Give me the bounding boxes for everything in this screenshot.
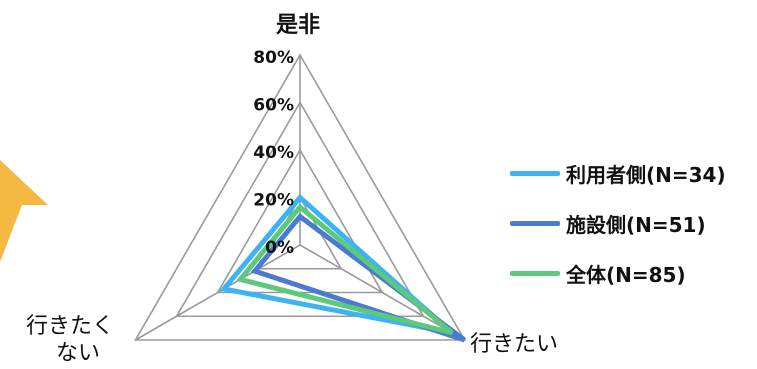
radar-axis-labels: 是非 行きたい 行きたく ない (26, 13, 558, 366)
tick-label: 0% (265, 238, 294, 258)
tick-label: 60% (253, 96, 294, 116)
series-polygon (219, 193, 461, 338)
legend-label: 全体(N=85) (566, 262, 686, 287)
orange-arrow-shape (0, 160, 48, 262)
legend-swatch (510, 170, 560, 176)
radar-spokes (135, 55, 465, 341)
radar-series (219, 193, 467, 343)
axis-label-right: 行きたい (470, 332, 558, 357)
legend-swatch (510, 220, 560, 226)
radar-tick-labels: 0% 20% 40% 60% 80% (253, 48, 294, 258)
axis-label-left-line2: ない (56, 341, 100, 366)
axis-label-top: 是非 (276, 13, 320, 38)
legend-item: 施設側(N=51) (510, 198, 726, 248)
legend-label: 利用者側(N=34) (566, 162, 726, 187)
grid-spoke (299, 244, 465, 341)
grid-ring (175, 100, 425, 318)
series-polygon (235, 203, 454, 336)
tick-label: 40% (253, 143, 294, 163)
legend-label: 施設側(N=51) (566, 212, 706, 237)
tick-label: 80% (253, 48, 294, 68)
legend-item: 全体(N=85) (510, 248, 726, 298)
legend-item: 利用者側(N=34) (510, 148, 726, 198)
grid-ring (134, 53, 466, 341)
grid-spoke (135, 244, 301, 341)
legend-swatch (510, 270, 560, 276)
tick-label: 20% (253, 191, 294, 211)
arrow-shape (0, 160, 48, 262)
axis-label-left-line1: 行きたく (26, 314, 114, 339)
chart-legend: 利用者側(N=34) 施設側(N=51) 全体(N=85) (510, 148, 726, 298)
